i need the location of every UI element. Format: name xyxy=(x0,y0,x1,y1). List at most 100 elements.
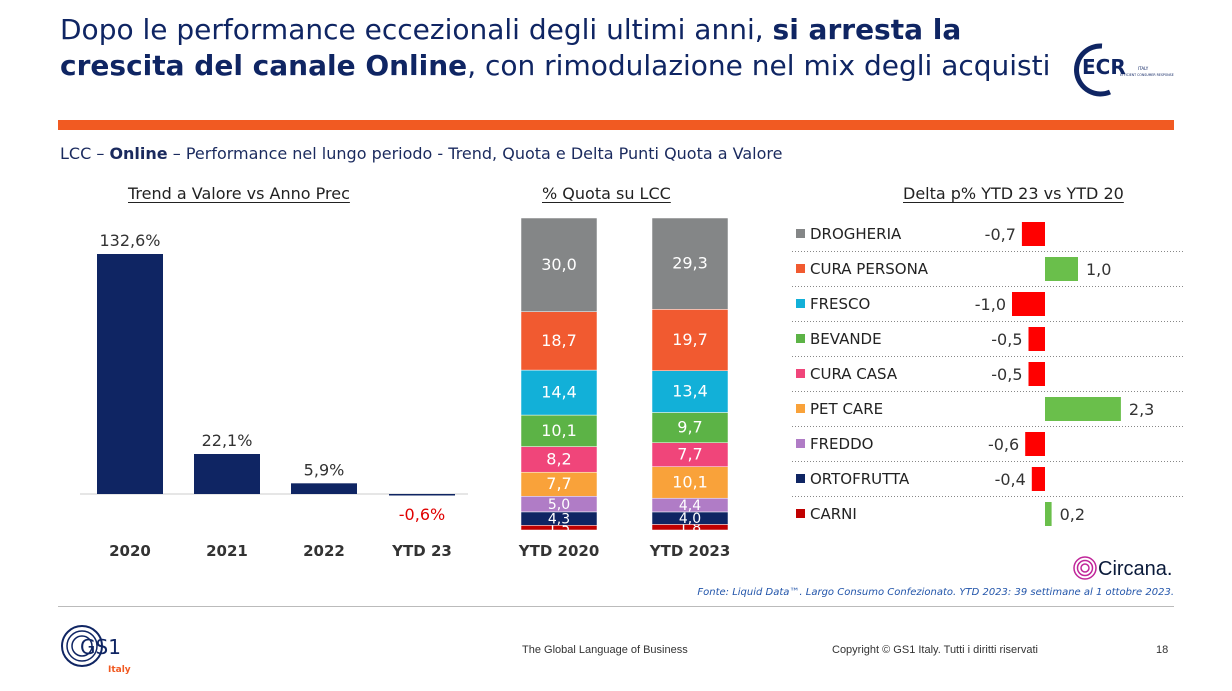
share-segment xyxy=(651,370,729,413)
share-segment-label: 18,7 xyxy=(541,331,577,350)
gs1-logo: GS1 Italy xyxy=(61,625,131,675)
chart3-title: Delta p% YTD 23 vs YTD 20 xyxy=(903,184,1124,203)
delta-category-label: CURA PERSONA xyxy=(810,260,929,278)
delta-bar xyxy=(1025,432,1045,456)
circana-logo: Circana. xyxy=(1072,555,1172,581)
delta-category-label: CURA CASA xyxy=(810,365,898,383)
share-segment xyxy=(651,412,729,443)
trend-value-label: 5,9% xyxy=(304,460,345,479)
legend-swatch xyxy=(796,509,805,518)
delta-bar xyxy=(1045,397,1121,421)
share-segment xyxy=(520,311,598,371)
legend-swatch xyxy=(796,474,805,483)
share-segment-label: 14,4 xyxy=(541,383,577,402)
delta-bar xyxy=(1021,222,1045,246)
ecr-logo-sub2: EFFICIENT CONSUMER RESPONSE xyxy=(1120,73,1174,77)
delta-value-label: -0,5 xyxy=(991,330,1022,349)
delta-bar xyxy=(1045,502,1052,526)
delta-category-label: DROGHERIA xyxy=(810,225,902,243)
share-category-label: YTD 2023 xyxy=(649,542,731,560)
share-segment xyxy=(651,309,729,371)
title-text-2: , con rimodulazione nel mix degli acquis… xyxy=(467,49,1051,82)
share-segment xyxy=(520,471,598,497)
legend-swatch xyxy=(796,439,805,448)
title-bold-text: si arresta la crescita del canale Online xyxy=(60,13,962,82)
delta-category-label: FRESCO xyxy=(810,295,870,313)
delta-bar xyxy=(1045,257,1078,281)
trend-bar xyxy=(291,483,357,494)
share-segment xyxy=(520,369,598,416)
share-segment-label: 9,7 xyxy=(677,418,702,437)
trend-category-label: YTD 23 xyxy=(391,542,452,560)
footer-tagline: The Global Language of Business xyxy=(522,644,688,656)
trend-bar xyxy=(97,254,163,494)
trend-category-label: 2020 xyxy=(109,542,151,560)
share-segment xyxy=(651,442,729,467)
delta-value-label: 0,2 xyxy=(1060,505,1085,524)
trend-bar xyxy=(389,494,455,496)
share-segment-label: 4,4 xyxy=(679,498,701,514)
delta-value-label: -0,7 xyxy=(985,225,1016,244)
share-segment-label: 10,1 xyxy=(541,421,577,440)
legend-swatch xyxy=(796,369,805,378)
share-category-label: YTD 2020 xyxy=(518,542,600,560)
legend-swatch xyxy=(796,299,805,308)
ecr-logo-sub1: ITALY xyxy=(1138,66,1149,71)
delta-category-label: CARNI xyxy=(810,505,857,523)
source-note: Fonte: Liquid Data™. Largo Consumo Confe… xyxy=(697,587,1174,598)
subtitle-suffix: – Performance nel lungo periodo - Trend,… xyxy=(167,144,783,163)
slide-subtitle: LCC – Online – Performance nel lungo per… xyxy=(60,144,782,163)
trend-value-label: 22,1% xyxy=(202,431,253,450)
circana-text: Circana. xyxy=(1098,558,1173,580)
trend-category-label: 2022 xyxy=(303,542,345,560)
circana-mark-icon xyxy=(1073,556,1097,580)
trend-value-label: -0,6% xyxy=(399,505,445,524)
legend-swatch xyxy=(796,334,805,343)
delta-bar xyxy=(1012,292,1045,316)
page-number: 18 xyxy=(1156,644,1169,656)
delta-category-label: ORTOFRUTTA xyxy=(810,470,910,488)
share-segment-label: 19,7 xyxy=(672,330,708,349)
delta-bar xyxy=(1028,362,1045,386)
share-segment xyxy=(520,217,598,312)
ecr-logo-text: ECR xyxy=(1082,55,1126,79)
delta-category-label: BEVANDE xyxy=(810,330,882,348)
share-segment xyxy=(520,446,598,473)
delta-category-label: FREDDO xyxy=(810,435,873,453)
share-segment-label: 29,3 xyxy=(672,254,708,273)
ecr-logo: ECR ITALY EFFICIENT CONSUMER RESPONSE xyxy=(1074,43,1174,97)
delta-category-label: PET CARE xyxy=(810,400,883,418)
trend-category-label: 2021 xyxy=(206,542,248,560)
chart1-title: Trend a Valore vs Anno Prec xyxy=(128,184,350,203)
share-segment-label: 5,0 xyxy=(548,497,570,513)
share-segment-label: 4,3 xyxy=(548,512,570,528)
share-segment-label: 7,7 xyxy=(546,474,571,493)
gs1-logo-text: GS1 xyxy=(80,635,121,659)
share-segment-label: 7,7 xyxy=(677,445,702,464)
subtitle-prefix: LCC – xyxy=(60,144,110,163)
share-segment-label: 4,0 xyxy=(679,511,701,527)
trend-bar xyxy=(194,454,260,494)
trend-value-label: 132,6% xyxy=(99,231,160,250)
legend-swatch xyxy=(796,229,805,238)
title-text-1: Dopo le performance eccezionali degli ul… xyxy=(60,13,773,46)
legend-swatch xyxy=(796,264,805,273)
delta-value-label: 2,3 xyxy=(1129,400,1154,419)
delta-value-label: -0,6 xyxy=(988,435,1019,454)
delta-value-label: -0,5 xyxy=(991,365,1022,384)
delta-value-label: -1,0 xyxy=(975,295,1006,314)
trend-bar-chart: 132,6% 2020 22,1% 2021 5,9% 2022 -0,6% YTD 23 xyxy=(80,231,468,560)
share-segment xyxy=(520,414,598,447)
legend-swatch xyxy=(796,404,805,413)
gs1-logo-sub: Italy xyxy=(108,665,131,675)
share-segment-label: 8,2 xyxy=(546,449,571,468)
share-segment-label: 10,1 xyxy=(672,472,708,491)
footer-divider xyxy=(58,606,1174,607)
slide-title: Dopo le performance eccezionali degli ul… xyxy=(60,12,1060,84)
share-segment-label: 13,4 xyxy=(672,382,708,401)
share-segment-label: 30,0 xyxy=(541,255,577,274)
footer-copyright: Copyright © GS1 Italy. Tutti i diritti r… xyxy=(832,644,1038,656)
delta-value-label: 1,0 xyxy=(1086,260,1111,279)
chart2-title: % Quota su LCC xyxy=(542,184,671,203)
